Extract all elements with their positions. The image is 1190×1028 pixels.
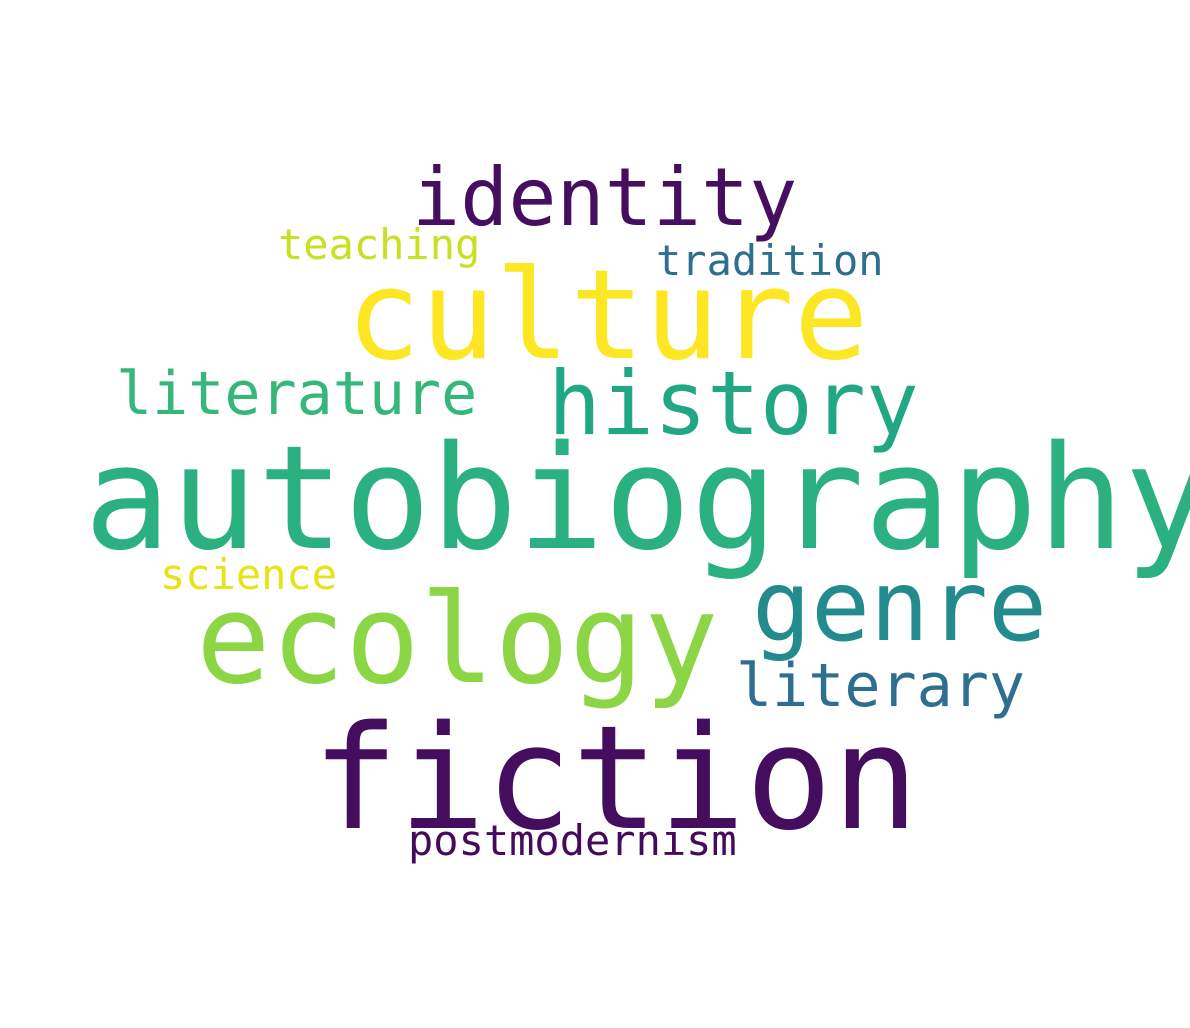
word-tradition: tradition [656, 236, 884, 285]
word-fiction: fiction [312, 694, 919, 862]
word-literature: literature [116, 359, 478, 429]
word-science: science [160, 550, 338, 599]
word-history: history [548, 352, 919, 455]
word-ecology: ecology [196, 568, 719, 712]
word-teaching: teaching [278, 220, 481, 269]
word-culture: culture [346, 244, 869, 388]
word-autobiography: autobiography [84, 414, 1190, 582]
word-identity: identity [412, 151, 798, 244]
word-genre: genre [752, 550, 1048, 664]
word-literary: literary [736, 651, 1025, 721]
word-postmodernism: postmodernism [408, 816, 737, 865]
